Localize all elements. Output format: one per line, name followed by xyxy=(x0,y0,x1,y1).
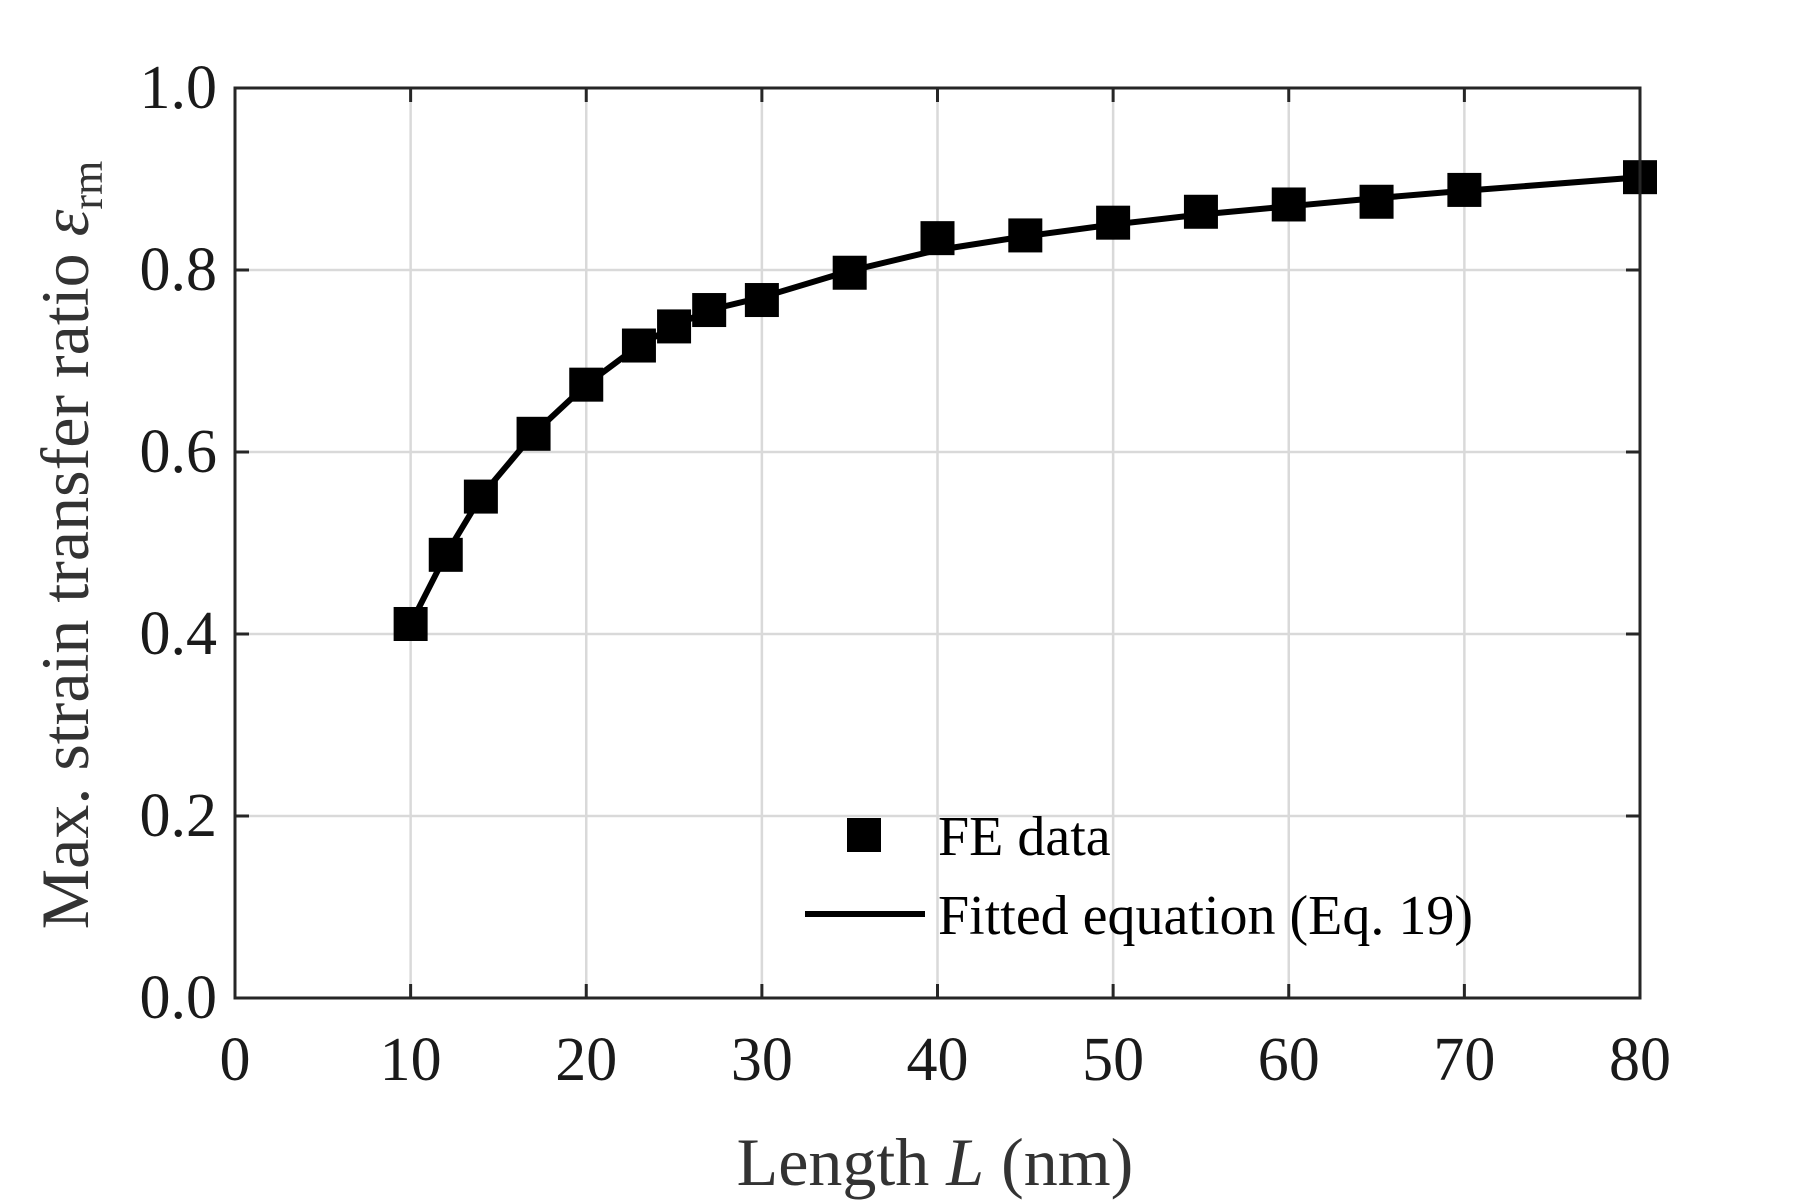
x-tick-label: 70 xyxy=(1433,1026,1495,1094)
fe-data-point xyxy=(1359,184,1394,219)
y-tick-labels: 0.0 0.2 0.4 0.6 0.8 1.0 xyxy=(140,54,218,1032)
y-tick-label: 0.6 xyxy=(140,418,218,486)
y-axis-title-text: Max. strain transfer ratio xyxy=(27,236,103,929)
y-axis-subscript: rm xyxy=(63,161,112,210)
fe-data-point xyxy=(692,293,727,328)
x-tick-labels: 0 10 20 30 40 50 60 70 80 xyxy=(220,1026,1672,1094)
grid xyxy=(235,88,1640,998)
fe-data-point xyxy=(1183,194,1218,229)
fe-data-point xyxy=(569,367,604,402)
legend-label-fitted: Fitted equation (Eq. 19) xyxy=(938,885,1473,947)
y-tick-label: 0.0 xyxy=(140,964,218,1032)
fe-data-point xyxy=(1096,205,1131,240)
y-tick-label: 0.4 xyxy=(140,600,218,668)
fe-data-point xyxy=(393,606,428,641)
fe-data-point xyxy=(657,309,692,344)
fe-data-point xyxy=(463,479,498,514)
y-axis-variable: ε xyxy=(27,209,103,236)
x-tick-label: 20 xyxy=(555,1026,617,1094)
x-tick-label: 80 xyxy=(1609,1026,1671,1094)
x-tick-label: 10 xyxy=(380,1026,442,1094)
fe-data-point xyxy=(621,328,656,363)
fe-data-point xyxy=(1447,172,1482,207)
fe-data-point xyxy=(832,255,867,290)
x-tick-label: 60 xyxy=(1258,1026,1320,1094)
legend: FE data Fitted equation (Eq. 19) xyxy=(805,806,1473,947)
fe-data-markers xyxy=(393,160,1657,641)
tick-marks xyxy=(233,86,1642,1000)
legend-label-fe-data: FE data xyxy=(938,806,1111,868)
x-axis-title: Length L (nm) xyxy=(737,1124,1134,1200)
x-axis-unit: (nm) xyxy=(984,1124,1133,1200)
x-axis-title-text: Length xyxy=(737,1124,947,1200)
y-tick-label: 1.0 xyxy=(140,54,218,122)
fe-data-point xyxy=(1008,218,1043,253)
y-axis-title: Max. strain transfer ratio εrm xyxy=(27,161,112,930)
fe-data-point xyxy=(744,283,779,318)
x-tick-label: 40 xyxy=(907,1026,969,1094)
fe-data-point xyxy=(1271,187,1306,222)
fe-data-point xyxy=(920,221,955,256)
fe-data-point xyxy=(516,416,551,451)
x-tick-label: 0 xyxy=(220,1026,251,1094)
legend-marker-fe-data xyxy=(847,818,881,852)
fe-data-point xyxy=(428,537,463,572)
x-axis-variable: L xyxy=(945,1124,984,1200)
y-tick-label: 0.8 xyxy=(140,236,218,304)
x-tick-label: 50 xyxy=(1082,1026,1144,1094)
y-tick-label: 0.2 xyxy=(140,782,218,850)
x-tick-label: 30 xyxy=(731,1026,793,1094)
